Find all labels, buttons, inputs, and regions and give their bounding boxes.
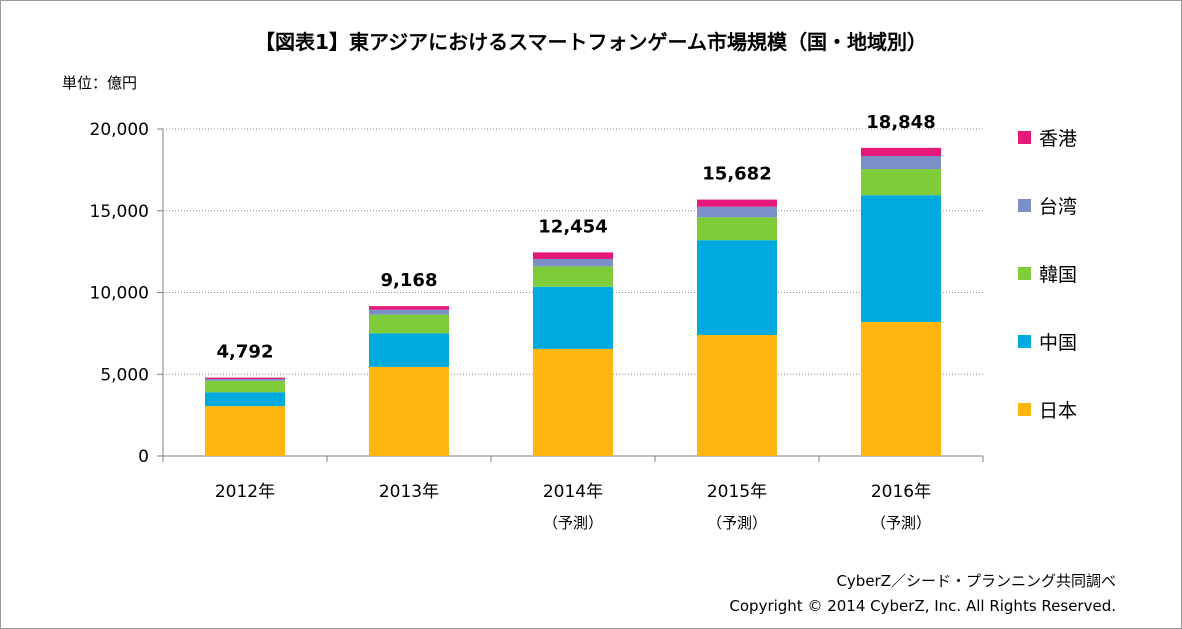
x-tick-label: 2015年 [707, 482, 767, 502]
legend-label: 台湾 [1039, 195, 1078, 218]
legend-item: 香港 [1018, 125, 1078, 150]
bar-segment [205, 377, 285, 379]
legend-swatch [1018, 402, 1031, 416]
bar-segment [533, 252, 613, 259]
unit-label: 単位：億円 [62, 74, 138, 92]
total-label: 15,682 [702, 164, 771, 185]
legend-item: 中国 [1018, 329, 1078, 354]
chart-title: 【図表1】東アジアにおけるスマートフォンゲーム市場規模（国・地域別） [255, 30, 927, 54]
total-label: 18,848 [866, 112, 935, 133]
legend-item: 台湾 [1018, 193, 1078, 218]
x-tick-label: 2014年 [543, 482, 603, 502]
bar-segment [861, 155, 941, 170]
source-credit: CyberZ／シード・プランニング共同調べ [836, 572, 1116, 590]
bar-segment [205, 378, 285, 381]
bar-segment [861, 321, 941, 456]
total-label: 9,168 [381, 270, 438, 291]
x-tick-label: 2012年 [215, 482, 275, 502]
legend-label: 韓国 [1039, 263, 1078, 286]
legend-swatch [1018, 334, 1031, 348]
bar-segment [369, 366, 449, 456]
bar-segment [369, 314, 449, 334]
y-tick-label: 5,000 [100, 365, 149, 385]
bar-segment [205, 380, 285, 393]
bar-segment [861, 169, 941, 196]
legend-swatch [1018, 198, 1031, 212]
y-tick-label: 0 [138, 447, 149, 467]
bar-segment [861, 195, 941, 322]
legend-item: 日本 [1018, 397, 1078, 422]
bar-segment [369, 333, 449, 367]
bar-segment [533, 258, 613, 267]
x-tick-sublabel: （予測） [871, 514, 931, 532]
legend-swatch [1018, 130, 1031, 144]
y-tick-label: 15,000 [90, 202, 149, 222]
x-tick-label: 2016年 [871, 482, 931, 502]
bar-segment [697, 199, 777, 207]
x-tick-label: 2013年 [379, 482, 439, 502]
total-label: 12,454 [538, 216, 607, 237]
x-tick-sublabel: （予測） [707, 514, 767, 532]
legend-label: 香港 [1039, 127, 1078, 150]
legend-swatch [1018, 266, 1031, 280]
bar-segment [697, 335, 777, 456]
legend-label: 日本 [1039, 399, 1078, 422]
bar-segment [533, 286, 613, 349]
total-label: 4,792 [217, 342, 274, 363]
bar-segment [205, 406, 285, 456]
bar-segment [533, 266, 613, 287]
bar-segment [369, 309, 449, 315]
copyright-credit: Copyright © 2014 CyberZ, Inc. All Rights… [729, 597, 1116, 615]
x-tick-sublabel: （予測） [543, 514, 603, 532]
bar-segment [369, 306, 449, 310]
bar-segment [533, 348, 613, 456]
y-tick-label: 10,000 [90, 284, 149, 304]
bar-segment [861, 147, 941, 156]
legend-item: 韓国 [1018, 261, 1078, 286]
y-tick-label: 20,000 [90, 120, 149, 140]
legend-label: 中国 [1039, 331, 1078, 354]
bar-segment [697, 240, 777, 336]
bar-segment [205, 392, 285, 407]
bar-segment [697, 206, 777, 218]
bar-segment [697, 217, 777, 241]
